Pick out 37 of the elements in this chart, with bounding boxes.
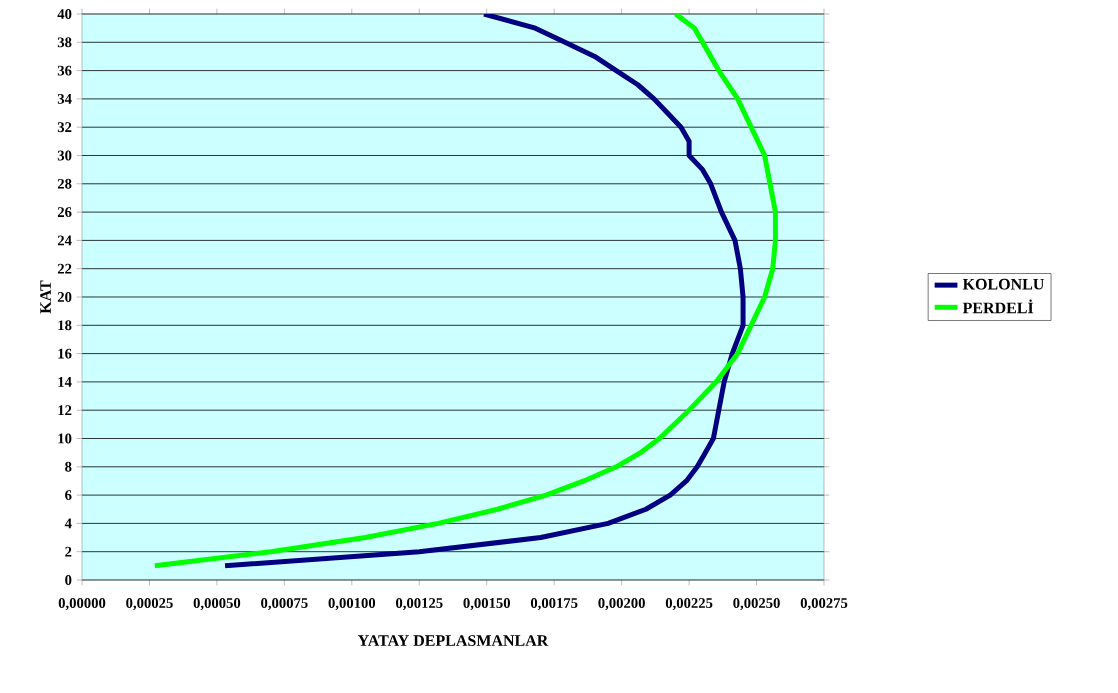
y-tick-label: 8 [65, 461, 72, 472]
legend-label: PERDELİ [962, 299, 1034, 314]
x-tick-label: 0,00125 [396, 598, 443, 611]
y-tick-label: 38 [57, 37, 72, 48]
y-tick-label: 34 [57, 93, 72, 104]
y-tick-label: 10 [58, 433, 72, 444]
x-axis-title: YATAY DEPLASMANLAR [357, 635, 549, 646]
y-tick-label: 28 [57, 178, 72, 189]
x-tick-label: 0,00175 [530, 598, 578, 611]
y-tick-label: 36 [57, 65, 72, 76]
y-tick-label: 14 [58, 377, 72, 387]
y-tick-label: 16 [58, 348, 72, 359]
legend-label: KOLONLU [962, 278, 1044, 290]
y-tick-label: 12 [58, 405, 72, 416]
x-tick-label: 0,00100 [328, 598, 376, 611]
y-tick-label: 18 [58, 320, 72, 331]
y-tick-label: 32 [57, 122, 72, 133]
y-tick-label: 22 [57, 263, 72, 274]
x-tick-label: 0,00150 [463, 598, 511, 611]
x-tick-label: 0,00025 [126, 598, 173, 611]
x-tick-label: 0,00250 [733, 598, 780, 611]
x-tick-label: 0,00275 [800, 598, 848, 611]
y-tick-label: 24 [57, 235, 72, 246]
y-tick-label: 20 [57, 292, 72, 302]
y-tick-label: 30 [57, 150, 72, 161]
y-tick-label: 26 [57, 207, 72, 218]
y-tick-label: 0 [65, 575, 72, 585]
y-tick-label: 4 [64, 518, 72, 529]
x-tick-label: 0,00075 [261, 598, 308, 611]
y-tick-label: 2 [65, 546, 72, 557]
y-tick-label: 6 [65, 490, 72, 501]
y-tick-label: 40 [57, 9, 72, 19]
y-axis-title: KAT [40, 280, 51, 314]
x-tick-label: 0,00000 [58, 598, 106, 611]
x-tick-label: 0,00225 [665, 598, 713, 611]
x-tick-label: 0,00200 [598, 598, 645, 611]
x-tick-label: 0,00050 [193, 598, 241, 611]
